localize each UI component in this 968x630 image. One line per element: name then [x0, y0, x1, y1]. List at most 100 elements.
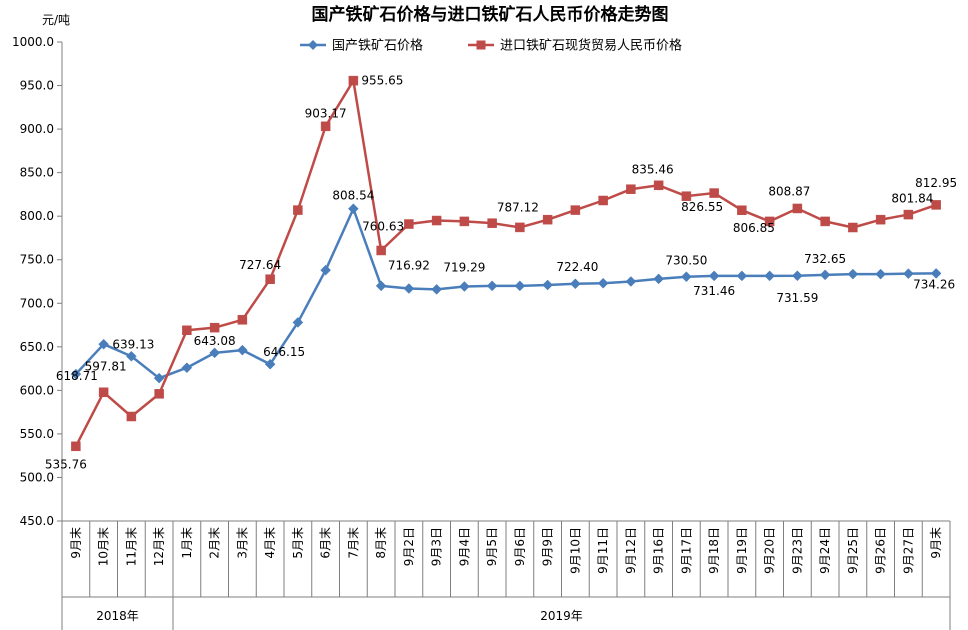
data-point	[182, 325, 192, 336]
series-2	[71, 75, 941, 452]
data-label: 731.59	[776, 291, 818, 305]
data-point	[792, 203, 803, 214]
data-point	[570, 278, 581, 290]
data-label: 716.92	[388, 259, 430, 273]
data-label: 955.65	[361, 74, 403, 88]
legend-marker	[308, 40, 318, 50]
legend-marker	[476, 40, 486, 50]
data-point	[237, 315, 248, 325]
data-point	[708, 270, 720, 282]
data-point	[597, 277, 609, 289]
data-point	[293, 205, 303, 215]
y-axis-unit-label: 元/吨	[42, 13, 70, 27]
data-point	[154, 389, 164, 399]
x-tick-label: 9月3日	[430, 527, 444, 566]
data-point	[819, 269, 831, 281]
x-tick-label: 9月11日	[596, 527, 610, 574]
x-tick-label: 7月末	[346, 527, 360, 559]
y-tick-label: 950.0	[20, 79, 54, 93]
data-point	[625, 276, 637, 287]
data-point	[292, 317, 304, 328]
data-point	[875, 214, 886, 225]
x-tick-label: 1月末	[180, 527, 194, 559]
x-tick-label: 9月27日	[901, 527, 915, 574]
x-tick-label: 9月6日	[513, 527, 527, 566]
data-point	[126, 350, 137, 362]
data-point	[98, 387, 109, 398]
data-label: 808.54	[332, 189, 374, 203]
data-point	[931, 200, 941, 210]
data-point	[459, 216, 470, 227]
x-tick-label: 11月末	[124, 527, 138, 566]
y-tick-label: 750.0	[20, 253, 54, 267]
x-tick-label: 8月末	[374, 527, 388, 559]
data-point	[126, 411, 137, 422]
data-point	[930, 268, 942, 279]
data-label: 787.12	[497, 200, 539, 214]
series-layer	[70, 75, 942, 452]
legend-item-1: 国产铁矿石价格	[300, 38, 423, 54]
data-label: 643.08	[194, 334, 236, 348]
data-label: 731.46	[693, 284, 735, 298]
data-point	[570, 205, 581, 215]
data-point	[709, 188, 719, 198]
y-tick-label: 800.0	[20, 209, 54, 223]
y-tick-label: 700.0	[20, 296, 54, 310]
y-tick-label: 900.0	[20, 122, 54, 136]
y-tick-label: 450.0	[20, 514, 54, 528]
data-point	[681, 191, 692, 201]
data-point	[875, 268, 886, 280]
year-group-label: 2018年	[96, 609, 139, 623]
data-point	[514, 280, 526, 292]
data-label: 801.84	[891, 192, 933, 206]
series-1	[70, 203, 942, 384]
x-tick-label: 9月4日	[457, 527, 471, 566]
legend-label: 进口铁矿石现货贸易人民币价格	[500, 38, 682, 54]
data-label: 618.71	[56, 369, 98, 383]
data-point	[653, 273, 664, 285]
data-point	[264, 358, 276, 370]
x-tick-label: 10月末	[97, 527, 111, 566]
x-tick-label: 9月10日	[568, 527, 582, 574]
data-point	[737, 205, 747, 215]
x-tick-label: 4月末	[263, 527, 277, 559]
data-label: 826.55	[681, 200, 723, 214]
y-tick-label: 550.0	[20, 427, 54, 441]
data-point	[515, 222, 525, 233]
x-tick-label: 9月5日	[485, 527, 499, 566]
data-point	[736, 270, 748, 282]
data-point	[348, 203, 359, 215]
x-tick-label: 3月末	[235, 527, 249, 559]
data-labels: 618.71 639.13 643.08 646.15 808.54 716.92 719.…	[45, 74, 957, 472]
x-tick-label: 9月25日	[846, 527, 860, 574]
data-point	[320, 264, 331, 276]
data-point	[681, 271, 692, 283]
data-point	[265, 274, 275, 284]
x-tick-label: 9月17日	[679, 527, 693, 574]
x-tick-label: 5月末	[291, 527, 305, 559]
data-label: 760.63	[362, 219, 404, 233]
data-point	[181, 362, 193, 374]
data-label: 597.81	[85, 359, 127, 373]
data-point	[348, 75, 359, 86]
data-point	[542, 279, 553, 291]
data-point	[209, 347, 220, 359]
y-tick-label: 600.0	[20, 383, 54, 397]
data-label: 646.15	[263, 345, 305, 359]
data-point	[376, 245, 386, 256]
data-point	[98, 338, 109, 350]
data-label: 806.85	[733, 221, 775, 235]
data-point	[626, 184, 636, 194]
data-point	[431, 283, 442, 295]
data-point	[764, 216, 775, 227]
data-point	[820, 216, 830, 227]
data-label: 535.76	[45, 457, 87, 471]
data-point	[153, 372, 165, 384]
x-tick-label: 9月26日	[874, 527, 888, 574]
x-tick-label: 2月末	[208, 527, 222, 559]
data-point	[598, 195, 608, 206]
x-tick-label: 6月末	[319, 527, 333, 559]
data-point	[404, 219, 414, 229]
data-label: 808.87	[768, 184, 810, 198]
legend-label: 国产铁矿石价格	[332, 38, 423, 54]
